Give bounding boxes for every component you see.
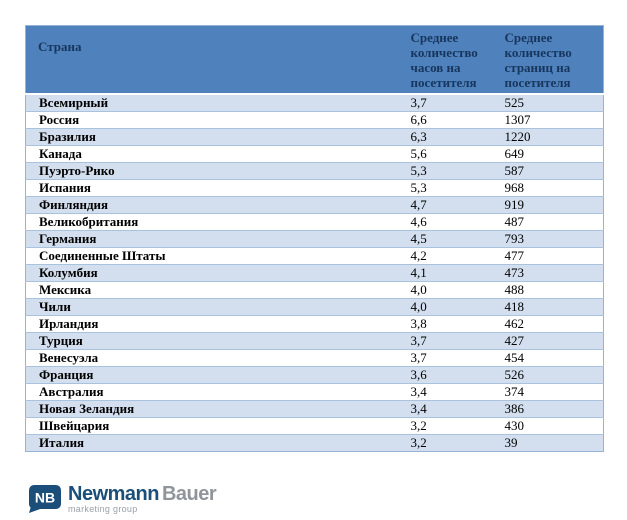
table-row: Франция 3,6 526 [25,365,604,383]
logo-tagline: marketing group [68,504,138,514]
nb-badge-text: NB [35,490,55,506]
table-row: Бразилия 6,3 1220 [25,127,604,145]
avg-pages-cell: 454 [497,348,604,366]
table-row: Финляндия 4,7 919 [25,195,604,213]
country-cell: Франция [25,365,401,383]
country-cell: Мексика [25,280,401,298]
logo-brand-name: Newmann Bauer [68,483,217,505]
avg-hours-cell: 3,8 [400,314,498,332]
newmann-bauer-logo: NB Newmann Bauer marketing group [28,483,217,514]
avg-pages-cell: 386 [497,399,604,417]
avg-hours-cell: 5,3 [400,161,498,179]
table-row: Австралия 3,4 374 [25,382,604,400]
table-row: Мексика 4,0 488 [25,280,604,298]
avg-pages-cell: 649 [497,144,604,162]
country-cell: Италия [25,433,401,451]
avg-pages-cell: 919 [497,195,604,213]
avg-hours-cell: 6,6 [400,110,498,128]
avg-pages-cell: 477 [497,246,604,264]
avg-pages-cell: 525 [497,92,604,111]
country-cell: Германия [25,229,401,247]
table-row: Соединенные Штаты 4,2 477 [25,246,604,264]
avg-hours-cell: 3,7 [400,348,498,366]
avg-pages-cell: 473 [497,263,604,281]
country-cell: Швейцария [25,416,401,434]
country-cell: Великобритания [25,212,401,230]
country-cell: Соединенные Штаты [25,246,401,264]
table-row: Великобритания 4,6 487 [25,212,604,230]
avg-pages-cell: 1307 [497,110,604,128]
avg-hours-cell: 4,6 [400,212,498,230]
avg-hours-cell: 4,7 [400,195,498,213]
avg-pages-cell: 374 [497,382,604,400]
country-cell: Новая Зеландия [25,399,401,417]
avg-hours-cell: 6,3 [400,127,498,145]
avg-hours-cell: 5,6 [400,144,498,162]
logo-name-secondary: Bauer [161,483,217,505]
table-row: Италия 3,2 39 [25,433,604,451]
logo-name-primary: Newmann [68,483,159,505]
avg-pages-cell: 462 [497,314,604,332]
table-row: Чили 4,0 418 [25,297,604,315]
avg-hours-cell: 3,2 [400,433,498,451]
table-row: Канада 5,6 649 [25,144,604,162]
table-row: Новая Зеландия 3,4 386 [25,399,604,417]
avg-hours-cell: 3,6 [400,365,498,383]
table-row: Турция 3,7 427 [25,331,604,349]
avg-pages-cell: 488 [497,280,604,298]
country-cell: Всемирный [25,92,401,111]
avg-hours-cell: 4,0 [400,297,498,315]
table-row: Венесуэла 3,7 454 [25,348,604,366]
avg-pages-cell: 793 [497,229,604,247]
country-cell: Колумбия [25,263,401,281]
avg-pages-cell: 487 [497,212,604,230]
avg-pages-cell: 1220 [497,127,604,145]
country-cell: Венесуэла [25,348,401,366]
logo-text-block: Newmann Bauer marketing group [68,483,217,514]
avg-hours-cell: 4,1 [400,263,498,281]
avg-hours-cell: 3,4 [400,399,498,417]
avg-pages-cell: 39 [497,433,604,451]
table-row: Ирландия 3,8 462 [25,314,604,332]
column-header-avg-hours: Среднее количество часов на посетителя [400,25,498,94]
table-row: Всемирный 3,7 525 [25,92,604,111]
avg-pages-cell: 418 [497,297,604,315]
country-cell: Ирландия [25,314,401,332]
country-cell: Пуэрто-Рико [25,161,401,179]
country-cell: Бразилия [25,127,401,145]
avg-hours-cell: 3,2 [400,416,498,434]
table-row: Пуэрто-Рико 5,3 587 [25,161,604,179]
country-cell: Финляндия [25,195,401,213]
table-row: Колумбия 4,1 473 [25,263,604,281]
avg-hours-cell: 4,0 [400,280,498,298]
avg-hours-cell: 4,5 [400,229,498,247]
table-row: Германия 4,5 793 [25,229,604,247]
country-cell: Испания [25,178,401,196]
country-cell: Канада [25,144,401,162]
avg-hours-cell: 3,7 [400,331,498,349]
avg-pages-cell: 587 [497,161,604,179]
table-row: Россия 6,6 1307 [25,110,604,128]
nb-badge-icon: NB [29,485,61,513]
avg-hours-cell: 3,4 [400,382,498,400]
column-header-avg-pages: Среднее количество страниц на посетителя [497,25,604,94]
avg-pages-cell: 526 [497,365,604,383]
country-cell: Австралия [25,382,401,400]
country-cell: Россия [25,110,401,128]
table-row: Швейцария 3,2 430 [25,416,604,434]
visitor-stats-table: Страна Среднее количество часов на посет… [25,25,604,452]
column-header-country: Страна [25,25,401,94]
avg-hours-cell: 5,3 [400,178,498,196]
country-cell: Чили [25,297,401,315]
avg-pages-cell: 427 [497,331,604,349]
avg-pages-cell: 430 [497,416,604,434]
avg-hours-cell: 4,2 [400,246,498,264]
table-row: Испания 5,3 968 [25,178,604,196]
table-header-row: Страна Среднее количество часов на посет… [25,25,604,94]
avg-pages-cell: 968 [497,178,604,196]
country-cell: Турция [25,331,401,349]
avg-hours-cell: 3,7 [400,92,498,111]
